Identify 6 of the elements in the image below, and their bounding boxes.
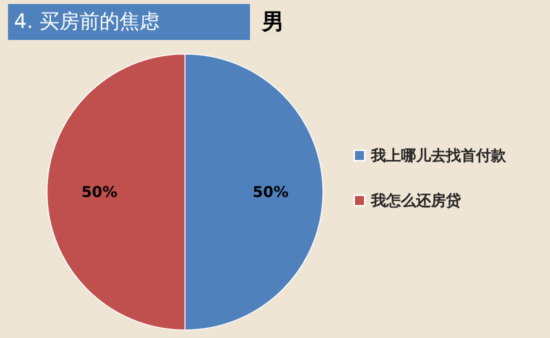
legend-label: 我怎么还房贷 — [370, 192, 461, 210]
legend-label: 我上哪儿去找首付款 — [370, 146, 507, 164]
chart-subtitle: 男 — [261, 10, 284, 35]
chart-title: 4. 买房前的焦虑 — [14, 9, 160, 33]
data-label: 50% — [252, 183, 289, 201]
data-label: 50% — [81, 183, 118, 201]
